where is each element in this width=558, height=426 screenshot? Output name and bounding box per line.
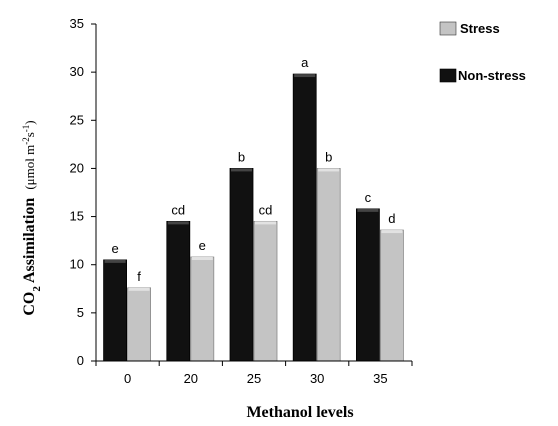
significance-letter: b [238,149,245,164]
significance-letter: c [365,190,372,205]
legend-label-stress: Stress [460,21,500,36]
y-axis-title-main: CO [21,292,38,316]
y-axis-unit-mid: s [22,132,37,137]
bar-stress-cap [191,257,213,261]
x-tick-label: 30 [310,371,324,386]
bar-non-stress-cap [357,208,379,212]
y-tick-label: 15 [70,209,84,224]
legend-swatch-stress [439,21,457,36]
y-axis-unit-end: ) [22,120,37,124]
x-axis-title: Methanol levels [246,404,353,421]
significance-letter: a [301,55,309,70]
bar-non-stress-cap [231,168,252,172]
bar-stress-cap [255,221,276,225]
y-tick-label: 35 [70,16,84,31]
y-axis-title-rest: Assimilation [21,198,38,287]
y-tick-label: 25 [70,112,84,127]
y-axis-ticks: 0 5 10 15 20 25 30 35 [70,16,96,368]
legend-label-non-stress: Non-stress [458,68,526,83]
bar-non-stress [229,168,254,362]
y-axis-title: CO2 Assimilation (μmol m-2s-1) [21,120,43,315]
y-axis-unit-sup2: -1 [21,125,31,133]
legend-swatch-non-stress [439,68,457,83]
y-tick-label: 10 [70,257,84,272]
y-tick-label: 5 [77,305,84,320]
bar-stress [190,256,215,362]
bars [103,73,404,362]
bar-stress-cap [381,230,403,234]
significance-letter: b [325,149,332,164]
bar-non-stress [103,259,127,362]
x-tick-label: 0 [124,371,131,386]
legend: Stress Non-stress [439,21,526,83]
bar-stress [127,287,151,362]
significance-letter: e [199,238,206,253]
significance-letter: cd [171,202,185,217]
bar-non-stress-cap [167,221,189,225]
x-tick-label: 20 [184,371,198,386]
y-axis-title-subscript: 2 [31,286,43,292]
significance-letter: d [388,211,395,226]
significance-letter: e [111,241,118,256]
bar-non-stress-cap [104,259,126,263]
x-tick-label: 35 [373,371,387,386]
significance-letter: f [137,269,141,284]
bar-non-stress-cap [294,74,316,78]
bar-non-stress [355,208,380,362]
significance-letter: cd [259,202,273,217]
y-tick-label: 0 [77,353,84,368]
y-tick-label: 30 [70,64,84,79]
bar-stress-cap [318,168,340,172]
bar-non-stress [166,220,191,362]
y-axis-unit: (μmol m [22,145,37,190]
x-tick-label: 25 [247,371,261,386]
bar-stress [253,220,278,362]
bar-stress [379,229,404,362]
y-axis-unit-sup1: -2 [21,137,31,145]
bar-stress [316,168,341,362]
x-axis-ticks: 0 20 25 30 35 [95,361,413,386]
bar-stress-cap [128,287,150,291]
bar-non-stress [292,73,317,362]
y-tick-label: 20 [70,160,84,175]
